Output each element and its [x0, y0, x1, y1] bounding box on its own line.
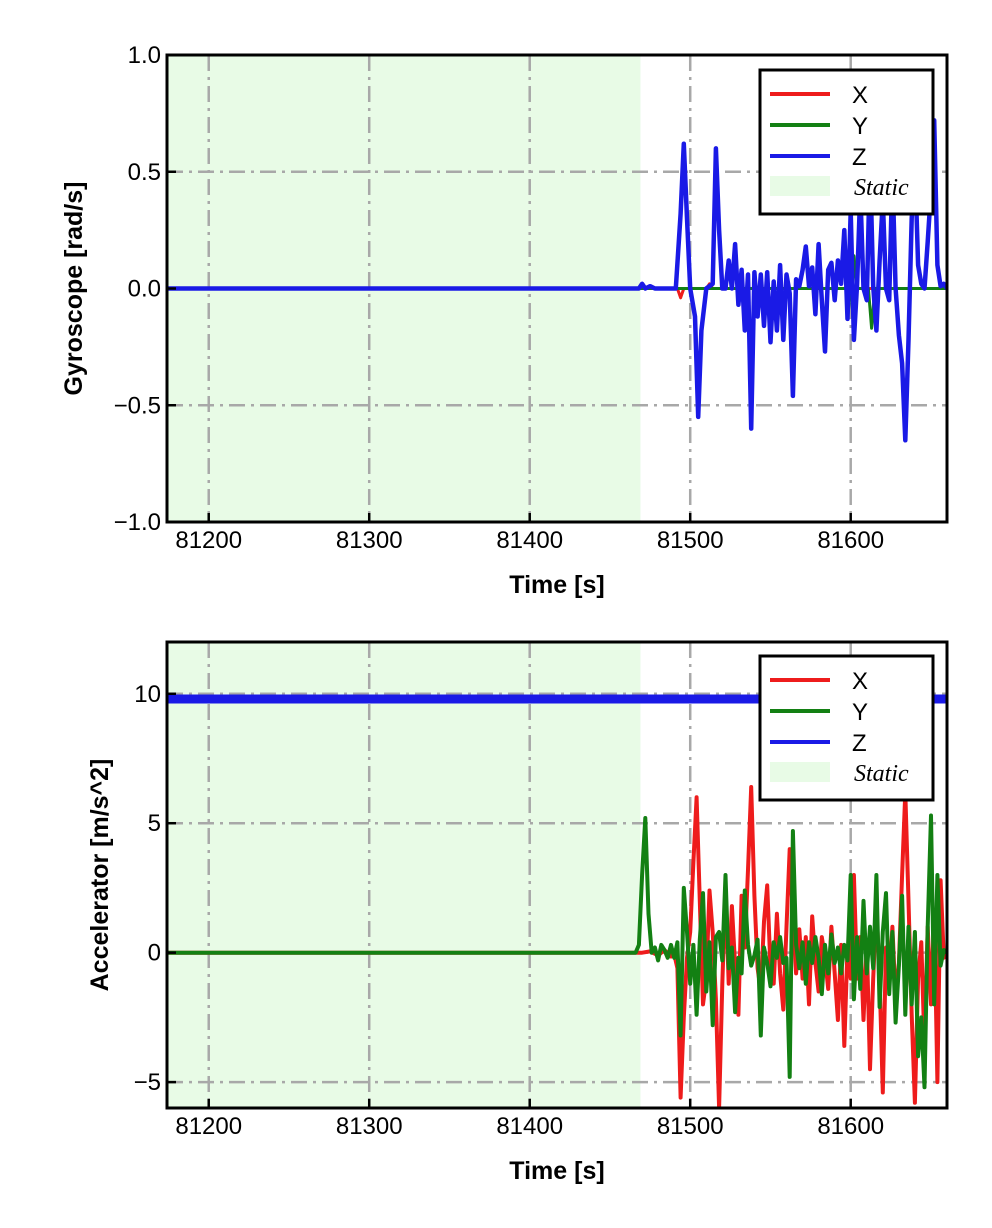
y-tick-label: −0.5: [114, 392, 161, 419]
legend: X Y Z Static: [758, 68, 935, 216]
plot-frame: [165, 640, 949, 1110]
x-tick-label: 81400: [496, 527, 563, 554]
y-tick-label: −5: [134, 1069, 161, 1096]
x-tick-label: 81600: [817, 527, 884, 554]
x-tick-label: 81600: [817, 1113, 884, 1140]
y-axis-label: Accelerator [m/s^2]: [86, 759, 114, 992]
y-tick-label: 5: [148, 810, 161, 837]
y-tick-label: 0.0: [128, 276, 161, 303]
series-layer: [167, 118, 947, 443]
legend-label-y: Y: [852, 699, 868, 726]
x-tick-label: 81400: [496, 1113, 563, 1140]
legend-label-static: Static: [854, 761, 909, 787]
y-tick-label: 0.5: [128, 159, 161, 186]
legend-label-x: X: [852, 82, 868, 109]
x-tick-label: 81300: [336, 527, 403, 554]
legend-static-patch: [770, 176, 830, 196]
x-tick-label: 81200: [175, 527, 242, 554]
legend-label-x: X: [852, 668, 868, 695]
y-tick-label: 10: [134, 681, 161, 708]
x-axis-label: Time [s]: [509, 1157, 604, 1185]
legend-label-z: Z: [852, 730, 867, 757]
x-tick-label: 81500: [657, 1113, 724, 1140]
legend-label-y: Y: [852, 113, 868, 140]
x-tick-label: 81500: [657, 527, 724, 554]
series-line-z: [167, 118, 947, 443]
static-region: [167, 642, 641, 1108]
legend: X Y Z Static: [758, 654, 935, 802]
ticks: 81200 81300 81400 81500 81600 10 5 0 −5: [134, 681, 884, 1140]
ticks: 81200 81300 81400 81500 81600 1.0 0.5 0.0 −0.5 −1…: [114, 42, 884, 554]
accelerator-chart: 81200 81300 81400 81500 81600 10 5 0 −5 Time [s]…: [86, 640, 949, 1185]
gyroscope-chart: 81200 81300 81400 81500 81600 1.0 0.5 0.0 −0.5 −1…: [60, 42, 949, 599]
y-tick-label: 0: [148, 940, 161, 967]
y-tick-label: −1.0: [114, 509, 161, 536]
legend-static-patch: [770, 762, 830, 782]
y-tick-label: 1.0: [128, 42, 161, 69]
x-tick-label: 81300: [336, 1113, 403, 1140]
x-axis-label: Time [s]: [509, 571, 604, 599]
x-tick-label: 81200: [175, 1113, 242, 1140]
legend-label-z: Z: [852, 144, 867, 171]
legend-label-static: Static: [854, 175, 909, 201]
series-line-y: [167, 813, 947, 1090]
y-axis-label: Gyroscope [rad/s]: [60, 182, 88, 396]
